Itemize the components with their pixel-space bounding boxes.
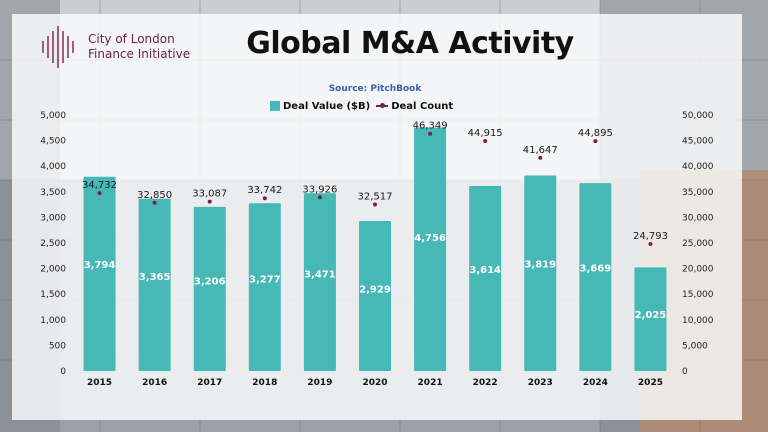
x-tick-label: 2024 xyxy=(583,378,608,388)
logo-line-1: City of London xyxy=(88,32,175,46)
logo-wordmark: City of London Finance Initiative xyxy=(88,32,238,62)
bar-deal-value xyxy=(524,175,557,371)
deal-count-marker xyxy=(483,139,488,144)
legend-item-deal-value: Deal Value ($B) xyxy=(270,101,370,112)
city-of-london-logo-icon xyxy=(42,26,74,68)
bar-deal-value xyxy=(138,198,171,371)
y-left-tick-label: 1,500 xyxy=(40,290,66,300)
logo-line-2: Finance Initiative xyxy=(88,47,191,61)
y-left-tick-label: 4,500 xyxy=(40,137,66,147)
deal-count-label: 44,915 xyxy=(468,128,503,139)
y-right-tick-label: 0 xyxy=(682,367,688,377)
x-tick-label: 2022 xyxy=(473,378,498,388)
y-right-tick-label: 10,000 xyxy=(682,316,714,326)
x-tick-label: 2015 xyxy=(87,378,112,388)
deal-count-label: 44,895 xyxy=(578,128,613,139)
deal-count-label: 34,732 xyxy=(82,180,117,191)
y-left-tick-label: 3,500 xyxy=(40,188,66,198)
deal-count-marker xyxy=(593,139,598,144)
x-tick-label: 2018 xyxy=(252,378,277,388)
bar-value-label: 3,277 xyxy=(249,275,281,286)
deal-count-marker xyxy=(373,202,377,207)
bar-value-label: 4,756 xyxy=(414,233,446,244)
deal-count-label: 46,349 xyxy=(413,121,448,132)
y-left-tick-label: 500 xyxy=(49,341,66,351)
bar-value-label: 3,365 xyxy=(139,272,171,283)
y-right-tick-label: 30,000 xyxy=(682,213,714,223)
y-right-tick-label: 35,000 xyxy=(682,188,714,198)
bar-deal-value xyxy=(303,193,336,371)
bar-deal-value xyxy=(414,127,447,371)
bar-value-label: 2,025 xyxy=(635,310,667,321)
bar-deal-value xyxy=(193,206,226,371)
y-right-tick-label: 25,000 xyxy=(682,239,714,249)
deal-count-marker xyxy=(207,199,212,204)
legend-swatch-bar-icon xyxy=(270,101,280,111)
y-left-tick-label: 5,000 xyxy=(40,111,66,121)
deal-count-marker xyxy=(97,191,102,196)
y-left-tick-label: 1,000 xyxy=(40,316,66,326)
y-left-tick-label: 2,000 xyxy=(40,265,66,275)
chart-subtitle: Source: PitchBook xyxy=(328,84,422,94)
y-left-tick-label: 4,000 xyxy=(40,162,66,172)
bar-deal-value xyxy=(359,221,391,371)
y-right-tick-label: 20,000 xyxy=(682,265,714,275)
y-left-tick-label: 3,000 xyxy=(40,213,66,223)
x-tick-label: 2020 xyxy=(362,378,387,388)
y-right-tick-label: 40,000 xyxy=(682,162,714,172)
deal-count-label: 41,647 xyxy=(523,145,558,156)
deal-count-label: 33,926 xyxy=(302,184,337,195)
y-right-tick-label: 45,000 xyxy=(682,137,714,147)
deal-count-label: 32,517 xyxy=(358,192,393,203)
bar-deal-value xyxy=(469,185,502,371)
x-tick-label: 2017 xyxy=(197,378,222,388)
x-tick-label: 2021 xyxy=(418,378,443,388)
bar-value-label: 2,929 xyxy=(359,285,391,296)
legend-swatch-marker-icon xyxy=(376,103,389,108)
bar-deal-value xyxy=(579,183,612,371)
bar-deal-value xyxy=(634,267,667,371)
bar-value-label: 3,471 xyxy=(304,269,336,280)
legend-label-deal-value: Deal Value ($B) xyxy=(283,100,371,112)
deal-count-label: 33,742 xyxy=(247,185,282,196)
y-left-tick-label: 2,500 xyxy=(40,239,66,249)
deal-count-marker xyxy=(648,242,653,247)
bar-deal-value xyxy=(83,176,116,371)
bar-value-label: 3,819 xyxy=(524,259,556,270)
deal-count-label: 33,087 xyxy=(192,189,227,200)
bar-value-label: 3,614 xyxy=(469,265,501,276)
bar-value-label: 3,206 xyxy=(194,277,226,288)
x-tick-label: 2023 xyxy=(528,378,553,388)
x-tick-label: 2025 xyxy=(638,378,663,388)
y-left-tick-label: 0 xyxy=(60,367,66,377)
bar-value-label: 3,794 xyxy=(84,260,116,271)
bar-deal-value xyxy=(248,203,281,371)
y-right-tick-label: 50,000 xyxy=(682,111,714,121)
deal-count-marker xyxy=(262,196,267,201)
y-right-tick-label: 15,000 xyxy=(682,290,714,300)
deal-count-marker xyxy=(317,195,322,200)
chart-title: Global M&A Activity xyxy=(246,26,574,61)
y-right-tick-label: 5,000 xyxy=(682,341,708,351)
bar-value-label: 3,669 xyxy=(580,264,612,275)
legend-item-deal-count: Deal Count xyxy=(376,101,453,112)
deal-count-label: 32,850 xyxy=(137,190,172,201)
deal-count-marker xyxy=(428,131,433,136)
x-tick-label: 2019 xyxy=(307,378,332,388)
deal-count-marker xyxy=(152,200,157,205)
x-tick-label: 2016 xyxy=(142,378,167,388)
legend-label-deal-count: Deal Count xyxy=(391,100,454,112)
chart-legend: Deal Value ($B) Deal Count xyxy=(270,99,453,113)
deal-count-marker xyxy=(538,155,543,160)
deal-count-label: 24,793 xyxy=(633,231,668,242)
